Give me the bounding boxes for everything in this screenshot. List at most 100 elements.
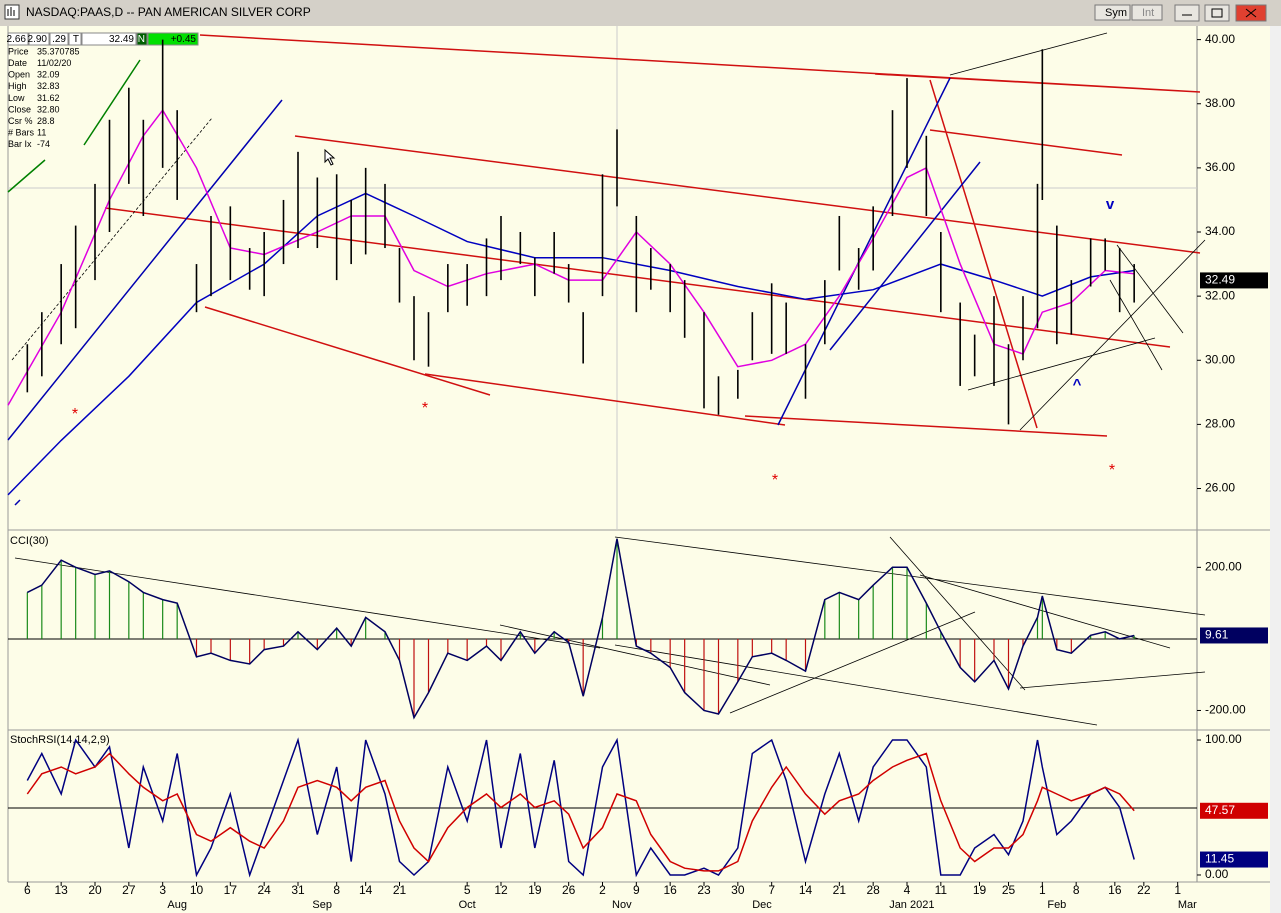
info-value: 31.62 bbox=[37, 93, 60, 103]
x-tick-label: 5 bbox=[464, 883, 471, 897]
cci-trendlines bbox=[14, 536, 1206, 726]
strip-box bbox=[28, 32, 50, 46]
info-value: -74 bbox=[37, 139, 50, 149]
x-tick-label: 16 bbox=[663, 883, 677, 897]
value-box-label: 47.57 bbox=[1205, 803, 1235, 817]
strip-value: 32.49 bbox=[109, 34, 134, 45]
x-tick-label: 1 bbox=[1174, 883, 1181, 897]
app-icon bbox=[4, 4, 20, 20]
right-strip bbox=[1270, 26, 1281, 913]
stoch-line bbox=[26, 752, 1135, 872]
blue-trendlines bbox=[7, 77, 981, 506]
window-title: NASDAQ:PAAS,D -- PAN AMERICAN SILVER COR… bbox=[26, 5, 311, 19]
title-bar bbox=[0, 0, 1281, 26]
strip-value: .29 bbox=[52, 34, 66, 45]
x-tick-label: 1 bbox=[1039, 883, 1046, 897]
info-label: High bbox=[8, 81, 27, 91]
x-tick-label: 21 bbox=[393, 883, 407, 897]
x-tick-label: 11 bbox=[935, 883, 948, 897]
month-label: Dec bbox=[752, 899, 772, 911]
star: * bbox=[1109, 462, 1115, 479]
x-tick-label: 28 bbox=[866, 883, 880, 897]
strip-value: T bbox=[73, 34, 79, 45]
x-tick-label: 4 bbox=[904, 883, 911, 897]
info-label: Close bbox=[8, 104, 31, 114]
info-value: 32.83 bbox=[37, 81, 60, 91]
x-tick-label: 3 bbox=[159, 883, 166, 897]
data-strip: 2.66 2.90 .29 T 32.49 N +0.45 bbox=[7, 32, 199, 46]
y-tick-label: 32.00 bbox=[1205, 288, 1235, 302]
y-tick-label: 30.00 bbox=[1205, 352, 1235, 366]
strip-box bbox=[136, 32, 148, 46]
month-label: Mar bbox=[1178, 899, 1197, 911]
info-label: Date bbox=[8, 58, 27, 68]
value-box-label: 11.45 bbox=[1205, 852, 1234, 866]
month-label: Jan 2021 bbox=[889, 899, 934, 911]
star: * bbox=[772, 472, 778, 489]
star: * bbox=[72, 406, 78, 423]
x-tick-label: 2 bbox=[599, 883, 606, 897]
info-label: # Bars bbox=[8, 128, 35, 138]
month-label: Feb bbox=[1047, 899, 1066, 911]
minimize-button[interactable] bbox=[1174, 4, 1200, 22]
x-tick-label: 22 bbox=[1137, 883, 1151, 897]
moving-average bbox=[7, 108, 1135, 406]
y-tick-label: 28.00 bbox=[1205, 417, 1235, 431]
info-label: Bar Ix bbox=[8, 139, 32, 149]
x-tick-label: 26 bbox=[562, 883, 576, 897]
month-label: Aug bbox=[167, 899, 187, 911]
x-tick-label: 12 bbox=[494, 883, 508, 897]
x-tick-label: 27 bbox=[122, 883, 136, 897]
strip-box bbox=[49, 32, 69, 46]
y-tick-label: 34.00 bbox=[1205, 224, 1235, 238]
info-value: 35.370785 bbox=[37, 46, 80, 56]
info-value: 32.80 bbox=[37, 104, 60, 114]
annotation: v bbox=[1106, 196, 1115, 213]
info-value: 28.8 bbox=[37, 116, 55, 126]
strip-value: 2.66 bbox=[7, 34, 27, 45]
x-tick-label: 24 bbox=[257, 883, 271, 897]
value-box bbox=[1200, 851, 1268, 868]
int-button-label[interactable]: Int bbox=[1142, 7, 1154, 19]
value-box bbox=[1200, 627, 1268, 644]
sym-button[interactable] bbox=[1094, 4, 1131, 21]
mouse-cursor bbox=[324, 148, 336, 166]
x-tick-label: 19 bbox=[528, 883, 542, 897]
x-tick-label: 10 bbox=[190, 883, 204, 897]
y-tick-label: 40.00 bbox=[1205, 32, 1235, 46]
month-label: Nov bbox=[612, 899, 632, 911]
pane-title: CCI(30) bbox=[10, 535, 49, 547]
black-trendlines bbox=[949, 32, 1206, 431]
value-box-label: 32.49 bbox=[1205, 273, 1235, 287]
strip-box bbox=[68, 32, 82, 46]
x-tick-label: 23 bbox=[697, 883, 711, 897]
info-label: Price bbox=[8, 46, 29, 56]
x-tick-label: 14 bbox=[359, 883, 373, 897]
sym-button-label[interactable]: Sym bbox=[1105, 7, 1127, 19]
cci-line bbox=[26, 538, 1135, 720]
x-tick-label: 8 bbox=[1073, 883, 1080, 897]
star: * bbox=[422, 400, 428, 417]
y-tick-label: 36.00 bbox=[1205, 160, 1235, 174]
info-label: Open bbox=[8, 70, 30, 80]
maximize-button[interactable] bbox=[1204, 4, 1230, 22]
moving-average bbox=[7, 192, 1135, 496]
month-label: Oct bbox=[459, 899, 476, 911]
int-button[interactable] bbox=[1131, 4, 1163, 21]
x-tick-label: 13 bbox=[54, 883, 68, 897]
x-tick-label: 31 bbox=[291, 883, 305, 897]
strip-value: +0.45 bbox=[171, 34, 197, 45]
y-tick-label: 200.00 bbox=[1205, 560, 1242, 574]
info-value: 11 bbox=[37, 128, 46, 138]
x-tick-label: 25 bbox=[1002, 883, 1016, 897]
strip-box bbox=[147, 32, 199, 46]
info-value: 32.09 bbox=[37, 70, 60, 80]
y-tick-label: 0.00 bbox=[1205, 867, 1229, 881]
app-icon-glyph bbox=[7, 7, 15, 16]
x-tick-label: 19 bbox=[973, 883, 987, 897]
x-tick-label: 21 bbox=[833, 883, 847, 897]
value-box bbox=[1200, 802, 1268, 819]
y-tick-label: 100.00 bbox=[1205, 732, 1242, 746]
x-tick-label: 17 bbox=[224, 883, 238, 897]
